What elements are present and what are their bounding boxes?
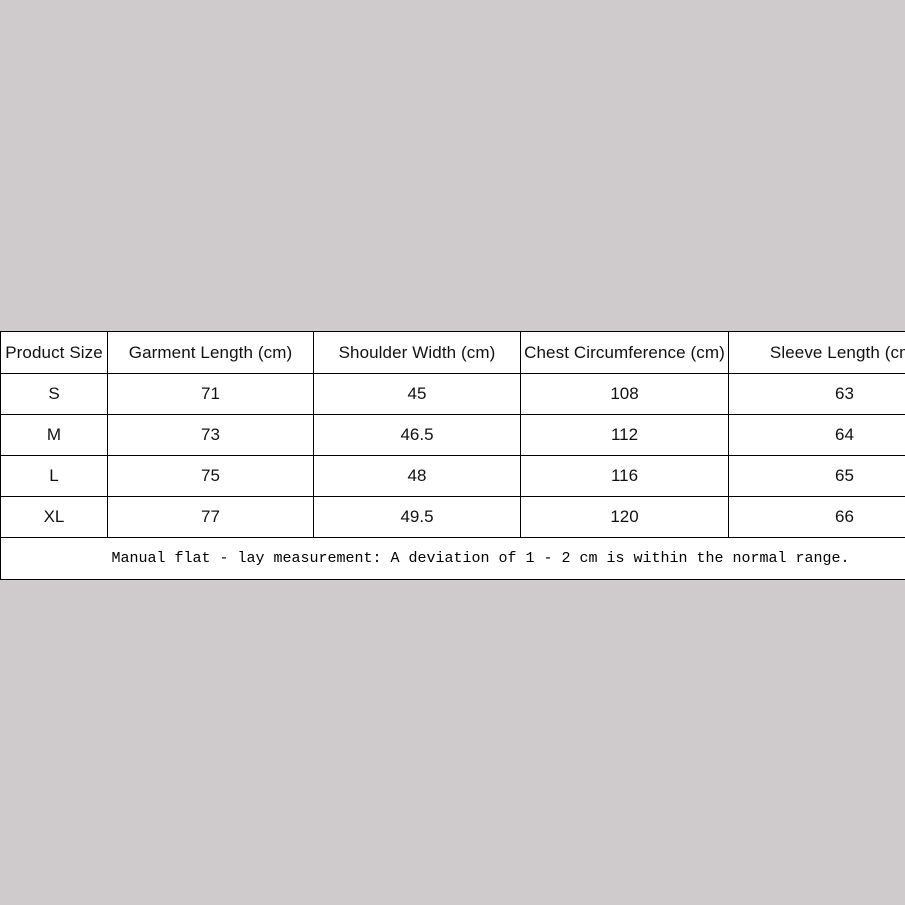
- cell-size: M: [0, 414, 108, 456]
- cell-size: L: [0, 455, 108, 497]
- size-chart-container: Product Size Garment Length (cm) Shoulde…: [0, 331, 905, 580]
- column-header-garment-length: Garment Length (cm): [107, 331, 314, 374]
- table-body: S 71 45 108 63 M 73 46.5 112 64 L 75 48: [0, 373, 905, 538]
- table-row: S 71 45 108 63: [0, 373, 905, 415]
- measurement-disclaimer-note: Manual flat - lay measurement: A deviati…: [0, 537, 905, 580]
- cell-size: S: [0, 373, 108, 415]
- cell-sleeve-length: 66: [728, 496, 905, 538]
- cell-size: XL: [0, 496, 108, 538]
- table-header: Product Size Garment Length (cm) Shoulde…: [0, 331, 905, 374]
- table-header-row: Product Size Garment Length (cm) Shoulde…: [0, 331, 905, 374]
- table-footer-row: Manual flat - lay measurement: A deviati…: [0, 537, 905, 580]
- column-header-product-size: Product Size: [0, 331, 108, 374]
- product-size-table: Product Size Garment Length (cm) Shoulde…: [0, 331, 905, 580]
- cell-sleeve-length: 63: [728, 373, 905, 415]
- cell-garment-length: 71: [107, 373, 314, 415]
- cell-shoulder-width: 49.5: [313, 496, 521, 538]
- column-header-shoulder-width: Shoulder Width (cm): [313, 331, 521, 374]
- cell-shoulder-width: 48: [313, 455, 521, 497]
- cell-chest-circumference: 112: [520, 414, 729, 456]
- table-footer: Manual flat - lay measurement: A deviati…: [0, 537, 905, 580]
- column-header-chest-circumference: Chest Circumference (cm): [520, 331, 729, 374]
- cell-garment-length: 75: [107, 455, 314, 497]
- cell-chest-circumference: 116: [520, 455, 729, 497]
- table-row: XL 77 49.5 120 66: [0, 496, 905, 538]
- cell-garment-length: 73: [107, 414, 314, 456]
- table-row: L 75 48 116 65: [0, 455, 905, 497]
- table-row: M 73 46.5 112 64: [0, 414, 905, 456]
- cell-chest-circumference: 120: [520, 496, 729, 538]
- cell-chest-circumference: 108: [520, 373, 729, 415]
- cell-garment-length: 77: [107, 496, 314, 538]
- cell-shoulder-width: 45: [313, 373, 521, 415]
- cell-sleeve-length: 65: [728, 455, 905, 497]
- cell-sleeve-length: 64: [728, 414, 905, 456]
- cell-shoulder-width: 46.5: [313, 414, 521, 456]
- column-header-sleeve-length: Sleeve Length (cm): [728, 331, 905, 374]
